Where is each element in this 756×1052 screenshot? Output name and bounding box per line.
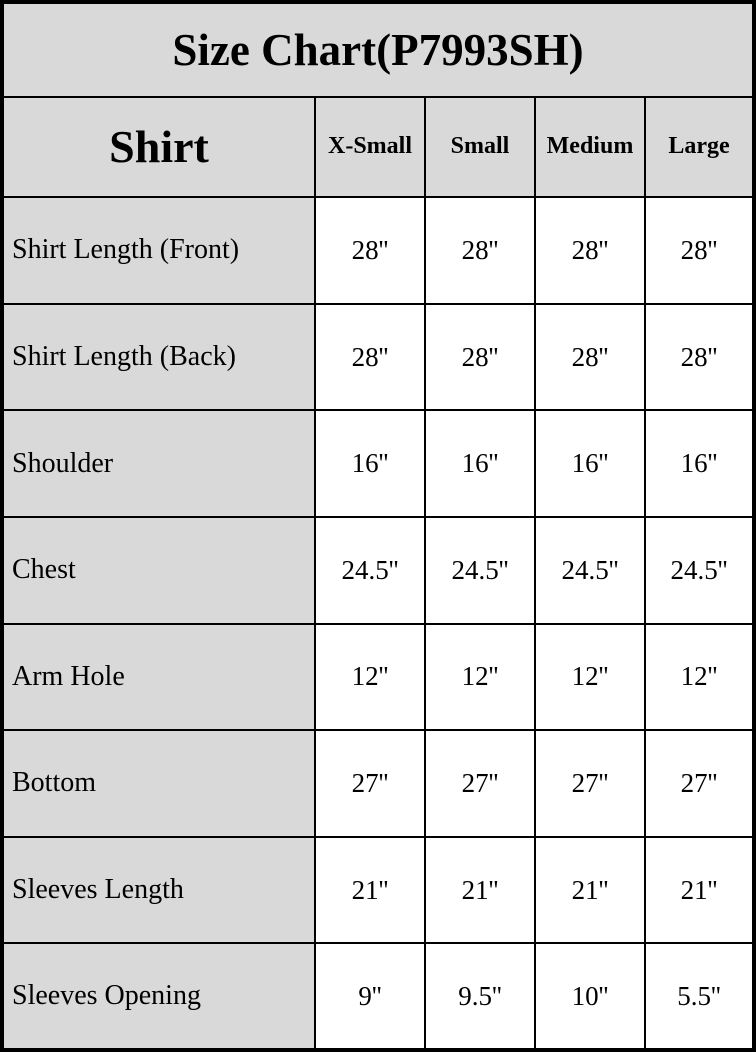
cell-value: 16'' <box>314 409 426 518</box>
size-header-medium: Medium <box>534 95 646 199</box>
row-label: Sleeves Length <box>1 835 316 945</box>
cell-value: 27'' <box>534 729 646 838</box>
row-label: Shoulder <box>1 409 316 518</box>
cell-value: 28'' <box>643 196 756 305</box>
header-row: Shirt X-Small Small Medium Large <box>1 95 756 199</box>
table-row-bottom: Bottom 27'' 27'' 27'' 27'' <box>1 729 756 838</box>
cell-value: 9'' <box>314 942 426 1051</box>
cell-value: 28'' <box>643 302 756 412</box>
cell-value: 16'' <box>643 409 756 518</box>
cell-value: 9.5'' <box>424 942 536 1051</box>
chart-title: Size Chart(P7993SH) <box>0 1 756 98</box>
cell-value: 28'' <box>424 196 536 305</box>
cell-value: 28'' <box>424 302 536 412</box>
cell-value: 27'' <box>643 729 756 838</box>
cell-value: 24.5'' <box>424 515 536 625</box>
cell-value: 28'' <box>314 196 426 305</box>
table-row-shoulder: Shoulder 16'' 16'' 16'' 16'' <box>1 409 756 518</box>
cell-value: 24.5'' <box>314 515 426 625</box>
row-label: Sleeves Opening <box>1 942 316 1051</box>
table-row-sleeves-length: Sleeves Length 21'' 21'' 21'' 21'' <box>1 835 756 945</box>
cell-value: 21'' <box>314 835 426 945</box>
cell-value: 28'' <box>534 196 646 305</box>
table-row-sleeves-opening: Sleeves Opening 9'' 9.5'' 10'' 5.5'' <box>1 942 756 1051</box>
cell-value: 16'' <box>534 409 646 518</box>
table-row-arm-hole: Arm Hole 12'' 12'' 12'' 12'' <box>1 622 756 732</box>
cell-value: 28'' <box>314 302 426 412</box>
cell-value: 24.5'' <box>643 515 756 625</box>
cell-value: 16'' <box>424 409 536 518</box>
table-row-chest: Chest 24.5'' 24.5'' 24.5'' 24.5'' <box>1 515 756 625</box>
row-label: Shirt Length (Back) <box>1 302 316 412</box>
cell-value: 10'' <box>534 942 646 1051</box>
cell-value: 12'' <box>534 622 646 732</box>
cell-value: 12'' <box>314 622 426 732</box>
size-header-xsmall: X-Small <box>314 95 426 199</box>
cell-value: 27'' <box>424 729 536 838</box>
cell-value: 5.5'' <box>643 942 756 1051</box>
cell-value: 24.5'' <box>534 515 646 625</box>
corner-header-shirt: Shirt <box>1 95 316 199</box>
row-label: Bottom <box>1 729 316 838</box>
cell-value: 28'' <box>534 302 646 412</box>
row-label: Shirt Length (Front) <box>1 196 316 305</box>
cell-value: 12'' <box>643 622 756 732</box>
row-label: Chest <box>1 515 316 625</box>
table-row-shirt-length-front: Shirt Length (Front) 28'' 28'' 28'' 28'' <box>1 196 756 305</box>
cell-value: 27'' <box>314 729 426 838</box>
cell-value: 21'' <box>534 835 646 945</box>
title-row: Size Chart(P7993SH) <box>0 1 756 98</box>
cell-value: 12'' <box>424 622 536 732</box>
size-header-large: Large <box>643 95 756 199</box>
row-label: Arm Hole <box>1 622 316 732</box>
cell-value: 21'' <box>643 835 756 945</box>
cell-value: 21'' <box>424 835 536 945</box>
table-row-shirt-length-back: Shirt Length (Back) 28'' 28'' 28'' 28'' <box>1 302 756 412</box>
size-header-small: Small <box>424 95 536 199</box>
